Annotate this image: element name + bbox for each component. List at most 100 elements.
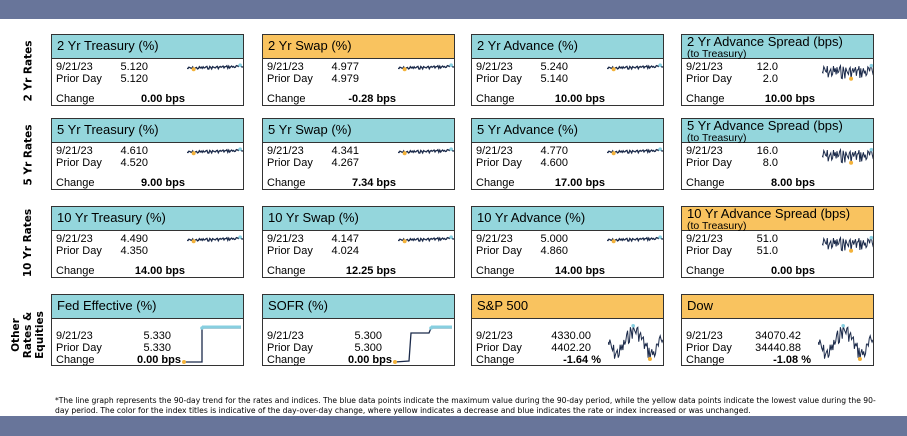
trend-sparkline	[607, 63, 663, 72]
prior-day-label: Prior Day	[476, 342, 522, 354]
trend-line	[607, 148, 663, 155]
card-title: 5 Yr Treasury (%)	[52, 119, 243, 143]
10-yr-advance-spread-bps-card: 10 Yr Advance Spread (bps) (to Treasury)…	[681, 206, 874, 278]
card-title: 2 Yr Treasury (%)	[52, 35, 243, 59]
card-title-text: SOFR (%)	[268, 298, 328, 313]
card-title: 2 Yr Advance (%)	[472, 35, 663, 59]
card-title: SOFR (%)	[263, 295, 454, 319]
prior-day-value: 5.300	[354, 342, 382, 354]
change-label: Change	[476, 354, 515, 366]
date-label: 9/21/23	[267, 330, 304, 342]
current-value: 4.147	[331, 233, 359, 245]
trend-sparkline	[187, 235, 243, 244]
max-point-marker	[449, 63, 453, 67]
min-point-marker	[611, 67, 616, 72]
change-value: 12.25 bps	[345, 265, 396, 277]
trend-line	[398, 148, 454, 155]
min-point-marker	[849, 160, 854, 165]
change-value: 14.00 bps	[554, 265, 605, 277]
trend-sparkline	[822, 63, 873, 81]
max-point-marker	[429, 326, 433, 330]
change-label: Change	[476, 93, 515, 105]
change-value: 0.00 bps	[140, 93, 185, 105]
max-point-marker	[841, 323, 845, 328]
trend-line	[184, 327, 241, 363]
prior-day-label: Prior Day	[56, 245, 102, 257]
trend-line	[822, 147, 873, 164]
card-subtitle: (to Treasury)	[687, 220, 747, 232]
min-point-marker	[402, 151, 407, 156]
card-title-text: 2 Yr Advance Spread (bps)	[687, 34, 843, 49]
prior-day-value: 34440.88	[755, 342, 801, 354]
change-label: Change	[56, 93, 95, 105]
trend-sparkline	[398, 235, 454, 244]
max-point-marker	[200, 326, 204, 330]
prior-day-value: 4.520	[120, 157, 148, 169]
trend-line	[187, 236, 243, 243]
2-yr-treasury-card: 2 Yr Treasury (%) 9/21/23 Prior Day Chan…	[51, 34, 244, 106]
max-point-marker	[869, 63, 873, 68]
card-title: 2 Yr Advance Spread (bps) (to Treasury)	[682, 34, 873, 60]
trend-line	[607, 64, 663, 71]
date-label: 9/21/23	[56, 233, 93, 245]
card-title: 5 Yr Swap (%)	[263, 119, 454, 143]
trend-sparkline	[393, 325, 452, 364]
max-point-marker	[449, 147, 453, 151]
prior-day-value: 4.350	[120, 245, 148, 257]
min-point-marker	[191, 239, 196, 244]
row-label-other: Other Rates & Equities	[10, 311, 47, 359]
10-yr-advance-card: 10 Yr Advance (%) 9/21/23 Prior Day Chan…	[471, 206, 664, 278]
top-banner	[0, 0, 907, 19]
5-yr-advance-spread-bps-card: 5 Yr Advance Spread (bps) (to Treasury) …	[681, 118, 874, 190]
prior-day-value: 8.0	[762, 157, 778, 169]
trend-line	[607, 236, 663, 243]
dow-card: Dow 9/21/23 Prior Day Change 34070.42 34…	[681, 294, 874, 366]
current-value: 4.341	[331, 145, 359, 157]
date-label: 9/21/23	[267, 233, 304, 245]
card-title: 10 Yr Advance Spread (bps) (to Treasury)	[682, 206, 873, 232]
card-title-text: 2 Yr Treasury (%)	[57, 38, 159, 53]
card-title: 2 Yr Swap (%)	[263, 35, 454, 59]
card-title-text: 10 Yr Swap (%)	[268, 210, 359, 225]
bottom-banner	[0, 416, 907, 436]
prior-day-label: Prior Day	[267, 245, 313, 257]
change-label: Change	[686, 354, 725, 366]
trend-sparkline	[818, 323, 873, 361]
10-yr-treasury-card: 10 Yr Treasury (%) 9/21/23 Prior Day Cha…	[51, 206, 244, 278]
change-label: Change	[267, 177, 306, 189]
date-label: 9/21/23	[686, 330, 723, 342]
date-label: 9/21/23	[267, 145, 304, 157]
current-value: 5.300	[354, 330, 382, 342]
prior-day-label: Prior Day	[56, 342, 102, 354]
card-title: 5 Yr Advance Spread (bps) (to Treasury)	[682, 119, 873, 144]
date-label: 9/21/23	[476, 61, 513, 73]
change-value: 0.00 bps	[136, 354, 181, 366]
change-label: Change	[686, 93, 725, 105]
change-label: Change	[56, 265, 95, 277]
prior-day-label: Prior Day	[267, 342, 313, 354]
prior-day-value: 5.120	[120, 73, 148, 85]
card-subtitle: (to Treasury)	[687, 48, 747, 60]
min-point-marker	[402, 239, 407, 244]
trend-sparkline	[398, 147, 454, 156]
change-label: Change	[267, 354, 306, 366]
prior-day-value: 2.0	[762, 73, 778, 85]
change-value: 9.00 bps	[140, 177, 185, 189]
min-point-marker	[647, 356, 652, 361]
card-title-text: 10 Yr Advance Spread (bps)	[687, 206, 851, 221]
prior-day-label: Prior Day	[686, 342, 732, 354]
s-p-500-card: S&P 500 9/21/23 Prior Day Change 4330.00…	[471, 294, 664, 366]
current-value: 4.770	[540, 145, 568, 157]
prior-day-value: 4.024	[331, 245, 359, 257]
change-label: Change	[267, 93, 306, 105]
trend-sparkline	[187, 63, 243, 72]
5-yr-treasury-card: 5 Yr Treasury (%) 9/21/23 Prior Day Chan…	[51, 118, 244, 190]
min-point-marker	[611, 239, 616, 244]
max-point-marker	[238, 147, 242, 151]
max-point-marker	[658, 235, 662, 239]
current-value: 4.490	[120, 233, 148, 245]
sofr-card: SOFR (%) 9/21/23 Prior Day Change 5.300 …	[262, 294, 455, 366]
max-point-marker	[238, 63, 242, 67]
trend-line	[187, 148, 243, 155]
trend-sparkline	[607, 147, 663, 156]
